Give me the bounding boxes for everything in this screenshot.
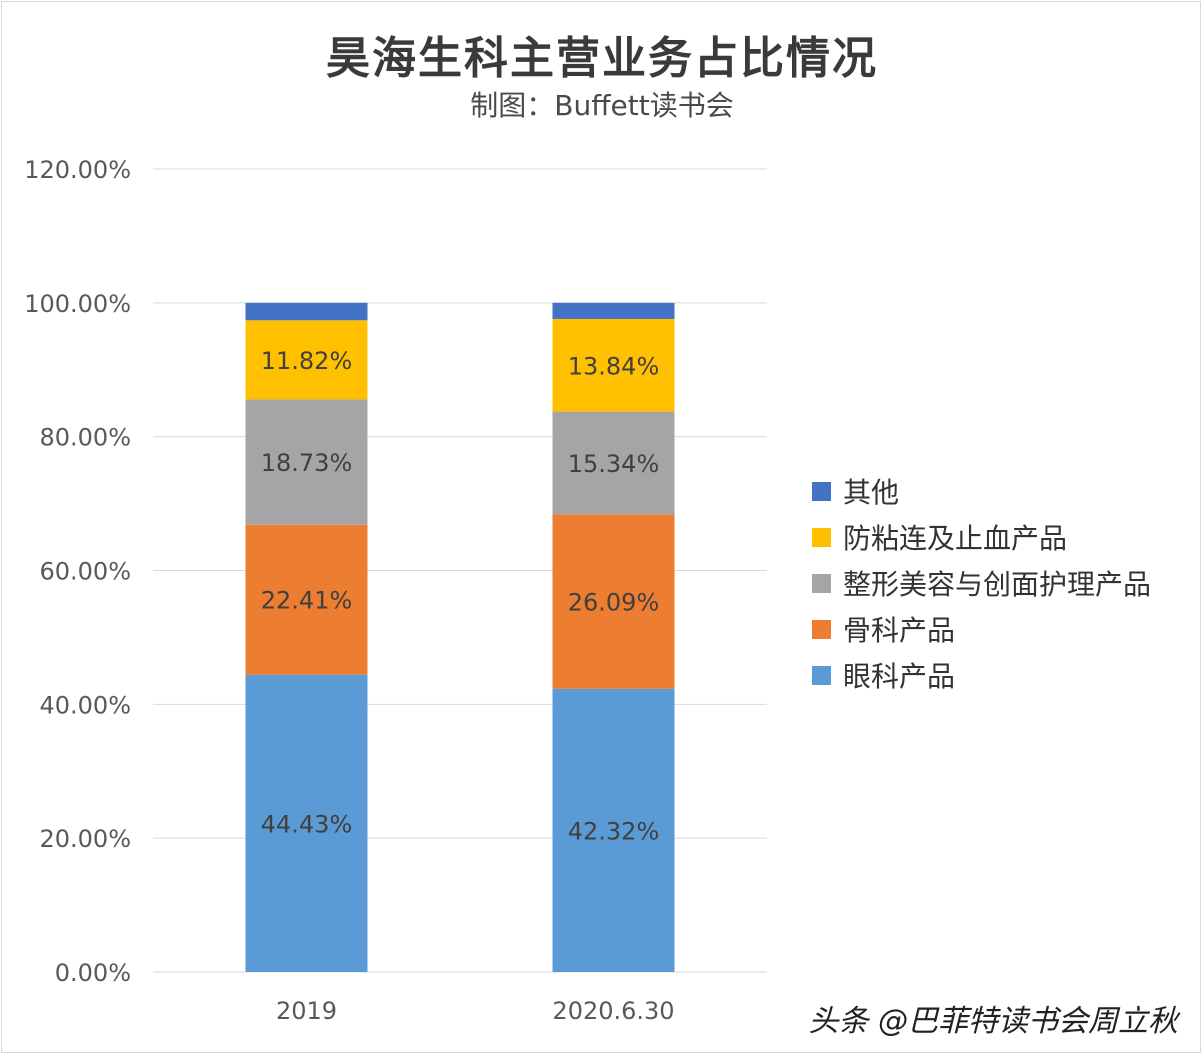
legend-label: 骨科产品 (843, 614, 956, 647)
legend-item: 骨科产品 (812, 606, 1151, 652)
bar-segment (552, 318, 675, 412)
legend-swatch (812, 665, 831, 685)
legend-item: 其他 (812, 468, 1151, 514)
legend-label: 其他 (843, 476, 900, 509)
bar-segment (552, 688, 675, 972)
legend-item: 整形美容与创面护理产品 (812, 560, 1151, 606)
watermark: 头条 @巴菲特读书会周立秋 (808, 1004, 1178, 1039)
y-tick-label: 40.00% (39, 691, 131, 719)
y-tick-label: 60.00% (39, 558, 131, 586)
bar-segment (245, 302, 368, 321)
bar-segment (552, 302, 675, 319)
bar-segment (245, 674, 368, 972)
y-tick-label: 0.00% (55, 959, 131, 987)
bar-segment (245, 524, 368, 675)
data-label: 42.32% (568, 817, 660, 845)
y-tick-label: 100.00% (24, 290, 131, 318)
legend-item: 眼科产品 (812, 652, 1151, 698)
data-label: 11.82% (261, 347, 353, 375)
bar-segment (552, 514, 675, 689)
chart-title: 昊海生科主营业务占比情况 (326, 33, 878, 84)
legend-label: 眼科产品 (843, 660, 956, 693)
legend-label: 整形美容与创面护理产品 (843, 568, 1152, 601)
y-tick-label: 80.00% (39, 424, 131, 452)
data-label: 22.41% (261, 587, 353, 615)
legend-swatch (812, 619, 831, 639)
data-label: 44.43% (261, 810, 353, 838)
bar-segment (245, 320, 368, 400)
data-label: 15.34% (568, 450, 660, 478)
chart-subtitle: 制图：Buffett读书会 (470, 89, 734, 122)
x-tick-label: 2020.6.30 (552, 997, 674, 1025)
bar-segment (245, 399, 368, 525)
data-label: 18.73% (261, 449, 353, 477)
y-tick-label: 120.00% (24, 156, 131, 184)
legend-swatch (812, 481, 831, 501)
legend-label: 防粘连及止血产品 (843, 522, 1068, 555)
bar-segment (552, 411, 675, 515)
data-label: 26.09% (568, 589, 660, 617)
legend-item: 防粘连及止血产品 (812, 514, 1151, 560)
chart-legend: 其他防粘连及止血产品整形美容与创面护理产品 骨科产品眼科产品 (812, 468, 1151, 698)
legend-swatch (812, 573, 831, 593)
x-tick-label: 2019 (276, 997, 337, 1025)
legend-swatch (812, 527, 831, 547)
data-label: 13.84% (568, 352, 660, 380)
y-tick-label: 20.00% (39, 825, 131, 853)
